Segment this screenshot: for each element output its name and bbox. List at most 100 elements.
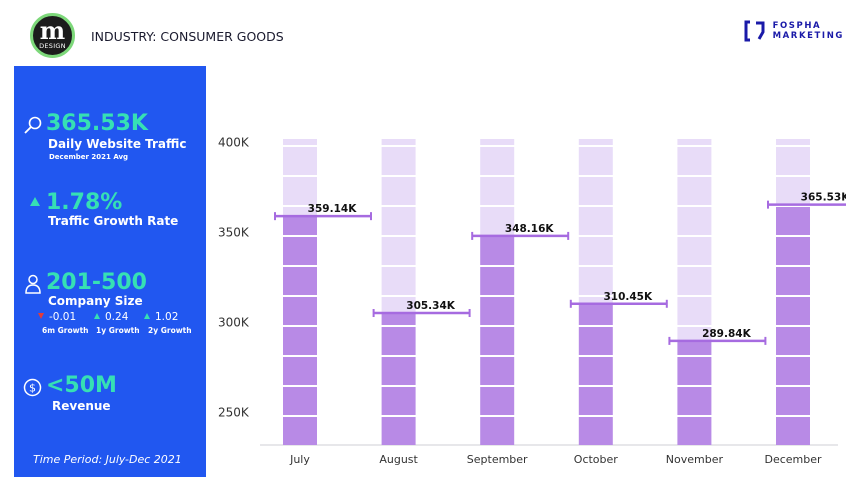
bar-segment-filled	[480, 327, 515, 355]
bar-segment-filled	[776, 267, 810, 295]
dollar-icon: $	[23, 378, 42, 397]
bar-segment-filled	[480, 297, 515, 325]
bar-segment-empty	[381, 237, 416, 265]
y-tick-label: 350K	[218, 226, 250, 240]
bar-segment-empty	[381, 177, 416, 205]
bar-segment-empty	[381, 207, 416, 235]
x-tick-label: November	[666, 453, 724, 466]
bar-segment-filled	[480, 417, 515, 445]
industry-title: INDUSTRY: CONSUMER GOODS	[91, 29, 284, 44]
bar-segment-empty	[381, 147, 416, 175]
person-icon	[25, 274, 41, 294]
brand-tagline: MARKETING	[772, 31, 844, 41]
up-arrow-icon	[94, 313, 100, 319]
bar-segment-empty	[578, 147, 613, 175]
bar-segment-empty	[283, 147, 317, 175]
bar-segment-filled	[677, 340, 712, 355]
bar-segment-filled	[776, 387, 810, 415]
bar-segment-empty	[677, 237, 712, 265]
bar-segment-filled	[578, 417, 613, 445]
bar-segment-filled	[283, 327, 317, 355]
growth-1y-number: 0.24	[105, 311, 129, 323]
bar-segment-filled	[283, 387, 317, 415]
company-logo: m DESIGN	[30, 13, 75, 58]
bar-segment-empty	[776, 139, 810, 145]
bar-segment-filled	[381, 357, 416, 385]
bar-segment-filled	[578, 357, 613, 385]
growth-2y-number: 1.02	[155, 311, 179, 323]
bar-segment-filled	[381, 327, 416, 355]
traffic-value: 365.53K	[46, 111, 148, 136]
bar-segment-filled	[283, 417, 317, 445]
traffic-label: Daily Website Traffic	[48, 137, 187, 151]
bar-segment-filled	[776, 357, 810, 385]
bar-segment-filled	[381, 387, 416, 415]
bar-segment-empty	[480, 177, 515, 205]
bar-segment-filled	[776, 237, 810, 265]
growth-1y-value: 0.24	[94, 311, 128, 323]
bar-segment-empty	[578, 267, 613, 295]
data-label: 305.34K	[406, 300, 456, 312]
bar-segment-empty	[283, 207, 317, 217]
y-tick-label: 300K	[218, 316, 250, 330]
growth-rate-number: 1.78%	[46, 190, 123, 215]
x-tick-label: December	[764, 453, 822, 466]
bar-segment-empty	[381, 139, 416, 145]
company-size-label: Company Size	[48, 294, 143, 308]
up-arrow-icon	[144, 313, 150, 319]
bar-segment-empty	[578, 207, 613, 235]
x-tick-label: October	[574, 453, 618, 466]
fospha-logo-icon	[744, 20, 765, 42]
bar-segment-filled	[677, 417, 712, 445]
bar-segment-filled	[283, 267, 317, 295]
growth-6m-label: 6m Growth	[42, 326, 89, 335]
y-tick-label: 250K	[218, 406, 250, 420]
bar-segment-filled	[283, 297, 317, 325]
bar-segment-empty	[381, 297, 416, 313]
bar-segment-filled	[480, 357, 515, 385]
bar-segment-empty	[480, 139, 515, 145]
revenue-label: Revenue	[52, 399, 111, 413]
time-period-label: Time Period: July-Dec 2021	[33, 453, 182, 466]
revenue-value: <50M	[46, 373, 117, 398]
bar-segment-filled	[776, 417, 810, 445]
growth-1y-label: 1y Growth	[96, 326, 140, 335]
data-label: 310.45K	[603, 291, 653, 303]
x-tick-label: July	[289, 453, 310, 466]
growth-rate-value: 1.78%	[30, 190, 122, 215]
bar-segment-empty	[283, 177, 317, 205]
fospha-brand: FOSPHA MARKETING	[744, 20, 844, 42]
growth-2y-label: 2y Growth	[148, 326, 192, 335]
stats-sidebar: 365.53K Daily Website Traffic December 2…	[14, 66, 206, 477]
bar-segment-filled	[677, 387, 712, 415]
growth-2y-value: 1.02	[144, 311, 178, 323]
bar-segment-empty	[776, 177, 810, 205]
logo-text: DESIGN	[39, 42, 66, 50]
bar-segment-filled	[283, 237, 317, 265]
bar-segment-filled	[776, 327, 810, 355]
bar-segment-empty	[480, 147, 515, 175]
data-label: 365.53K	[801, 192, 846, 204]
bar-segment-empty	[578, 177, 613, 205]
bar-segment-empty	[677, 207, 712, 235]
bar-segment-empty	[677, 139, 712, 145]
x-tick-label: September	[467, 453, 528, 466]
bar-segment-filled	[776, 297, 810, 325]
growth-rate-label: Traffic Growth Rate	[48, 214, 179, 228]
bar-segment-empty	[677, 327, 712, 341]
bar-segment-empty	[677, 177, 712, 205]
bar-segment-filled	[578, 327, 613, 355]
brand-name: FOSPHA	[772, 21, 822, 31]
search-icon	[24, 116, 42, 134]
bar-segment-empty	[677, 147, 712, 175]
bar-segment-empty	[578, 139, 613, 145]
bar-segment-filled	[283, 216, 317, 235]
bar-segment-filled	[677, 357, 712, 385]
x-tick-label: August	[379, 453, 418, 466]
bar-segment-filled	[578, 387, 613, 415]
traffic-bar-chart: 250K 300K 350K 400K 359.14K July 305.34K August…	[218, 136, 846, 466]
bar-segment-empty	[480, 207, 515, 235]
bar-segment-filled	[480, 387, 515, 415]
bar-segment-empty	[677, 297, 712, 325]
bar-segment-filled	[578, 303, 613, 325]
